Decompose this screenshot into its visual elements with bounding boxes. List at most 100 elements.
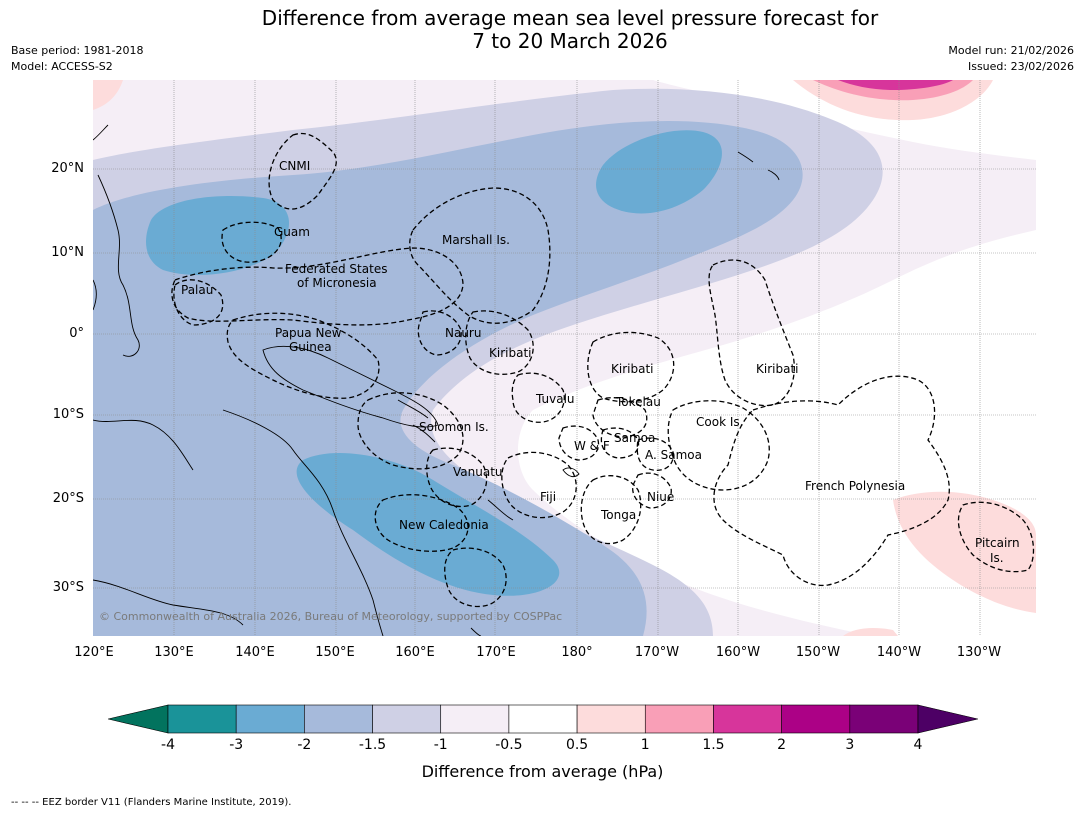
label-tonga: Tonga (600, 508, 636, 522)
label-png-2: Guinea (289, 340, 332, 354)
eez-niue (632, 472, 672, 509)
eez-norfolk (444, 547, 507, 608)
eez-fsm (171, 247, 464, 326)
eez-samoa (600, 427, 640, 459)
eez-palau (173, 279, 224, 326)
title-line-1: Difference from average mean sea level p… (261, 6, 879, 30)
meta-right: Model run: 21/02/2026 Issued: 23/02/2026 (948, 43, 1074, 75)
colorbar-segment (849, 704, 919, 734)
colorbar-segment (508, 704, 578, 734)
lat-label-30s: 30°S (52, 580, 84, 595)
label-cook: Cook Is. (696, 415, 743, 429)
colorbar-tick-label: 2 (777, 737, 787, 753)
eez-kiribati-line (708, 259, 795, 407)
colorbar-tick-label: -3 (229, 737, 244, 753)
colorbar-segment (440, 704, 510, 734)
anomaly-positive-northwest-corner (93, 80, 123, 110)
colorbar-segment (167, 704, 237, 734)
lon-label-160w: 160°W (715, 645, 761, 660)
colorbar-under-arrow (108, 704, 169, 734)
eez-cnmi (268, 132, 337, 210)
eez-tuvalu (511, 372, 565, 423)
label-wallis-futuna: W & F (574, 439, 610, 453)
lon-label-160e: 160°E (395, 645, 435, 660)
eez-tokelau (592, 397, 648, 438)
eez-kiribati-gilbert (465, 310, 534, 375)
label-cnmi: CNMI (279, 159, 310, 173)
label-nauru: Nauru (445, 326, 481, 340)
colorbar-title: Difference from average (hPa) (421, 762, 664, 781)
coast-new-zealand-tip (470, 627, 482, 636)
lat-label-20s: 20°S (52, 491, 84, 506)
eez-borders (171, 132, 1035, 608)
place-labels: CNMI Guam Marshall Is. Federated States … (181, 159, 1020, 565)
title-line-2: 7 to 20 March 2026 (472, 29, 668, 53)
lon-label-130e: 130°E (154, 645, 194, 660)
label-samoa: Samoa (614, 431, 655, 445)
model-run: Model run: 21/02/2026 (948, 44, 1074, 57)
eez-american-samoa (636, 437, 674, 471)
lon-label-150e: 150°E (315, 645, 355, 660)
colorbar-segment (713, 704, 782, 734)
coast-fiji (562, 467, 580, 478)
colorbar-segment (235, 704, 305, 734)
colorbar-tick-label: 3 (845, 737, 855, 753)
eez-footnote: -- -- -- EEZ border V11 (Flanders Marine… (11, 797, 292, 808)
eez-cook (667, 400, 770, 491)
eez-marshall (409, 187, 551, 324)
coast-new-guinea (262, 345, 439, 428)
lat-label-10s: 10°S (52, 407, 84, 422)
eez-french-polynesia (713, 375, 950, 587)
label-french-polynesia: French Polynesia (805, 479, 905, 493)
label-kiribati-central: Kiribati (611, 362, 653, 376)
lon-label-170w: 170°W (634, 645, 680, 660)
coast-philippines (97, 174, 140, 357)
map-copyright: © Commonwealth of Australia 2026, Bureau… (99, 610, 562, 623)
coast-new-caledonia (487, 499, 514, 521)
colorbar-tick-label: -1.5 (358, 737, 387, 753)
lon-label-130w: 130°W (956, 645, 1002, 660)
lat-label-10n: 10°N (51, 245, 84, 260)
issued-date: Issued: 23/02/2026 (967, 60, 1074, 73)
model-name: Model: ACCESS-S2 (11, 60, 113, 73)
coast-australia-north (93, 409, 384, 636)
lat-label-20n: 20°N (51, 161, 84, 176)
lon-label-140w: 140°W (876, 645, 922, 660)
colorbar-tick-label: -0.5 (495, 737, 523, 753)
label-niue: Niue (647, 490, 674, 504)
eez-tonga (580, 475, 642, 545)
lon-label-150w: 150°W (795, 645, 841, 660)
eez-fiji (501, 451, 577, 519)
colorbar (108, 704, 978, 734)
label-solomon: Solomon Is. (419, 420, 489, 434)
pressure-anomaly-map: CNMI Guam Marshall Is. Federated States … (93, 80, 1036, 636)
lon-label-170e: 170°E (476, 645, 516, 660)
eez-guam (221, 221, 282, 263)
map-gridlines (93, 80, 1036, 636)
label-tokelau: Tokelau (615, 395, 661, 409)
anomaly-patch-north-central (596, 130, 722, 214)
colorbar-tick-label: 1 (640, 737, 650, 753)
colorbar-tick-label: 1.5 (702, 737, 725, 753)
label-fsm-1: Federated States (285, 262, 387, 276)
anomaly-positive-northeast-peak (838, 80, 953, 90)
eez-pitcairn (957, 501, 1035, 573)
eez-vanuatu (426, 447, 488, 508)
colorbar-segments (167, 704, 919, 734)
colorbar-tick-label: -2 (297, 737, 312, 753)
colorbar-segment (644, 704, 714, 734)
coast-hawaii (737, 151, 780, 181)
lon-label-140e: 140°E (235, 645, 275, 660)
colorbar-segment (372, 704, 442, 734)
anomaly-positive-south-edge (843, 628, 898, 636)
label-new-caledonia: New Caledonia (399, 518, 489, 532)
coastlines (93, 124, 780, 636)
label-tuvalu: Tuvalu (535, 392, 575, 406)
lon-label-120e: 120°E (74, 645, 114, 660)
colorbar-segment (781, 704, 851, 734)
eez-png (226, 312, 380, 399)
eez-nauru (417, 310, 462, 356)
label-marshall: Marshall Is. (442, 233, 510, 247)
coast-asia-west (93, 124, 109, 311)
label-fsm-2: of Micronesia (297, 276, 377, 290)
